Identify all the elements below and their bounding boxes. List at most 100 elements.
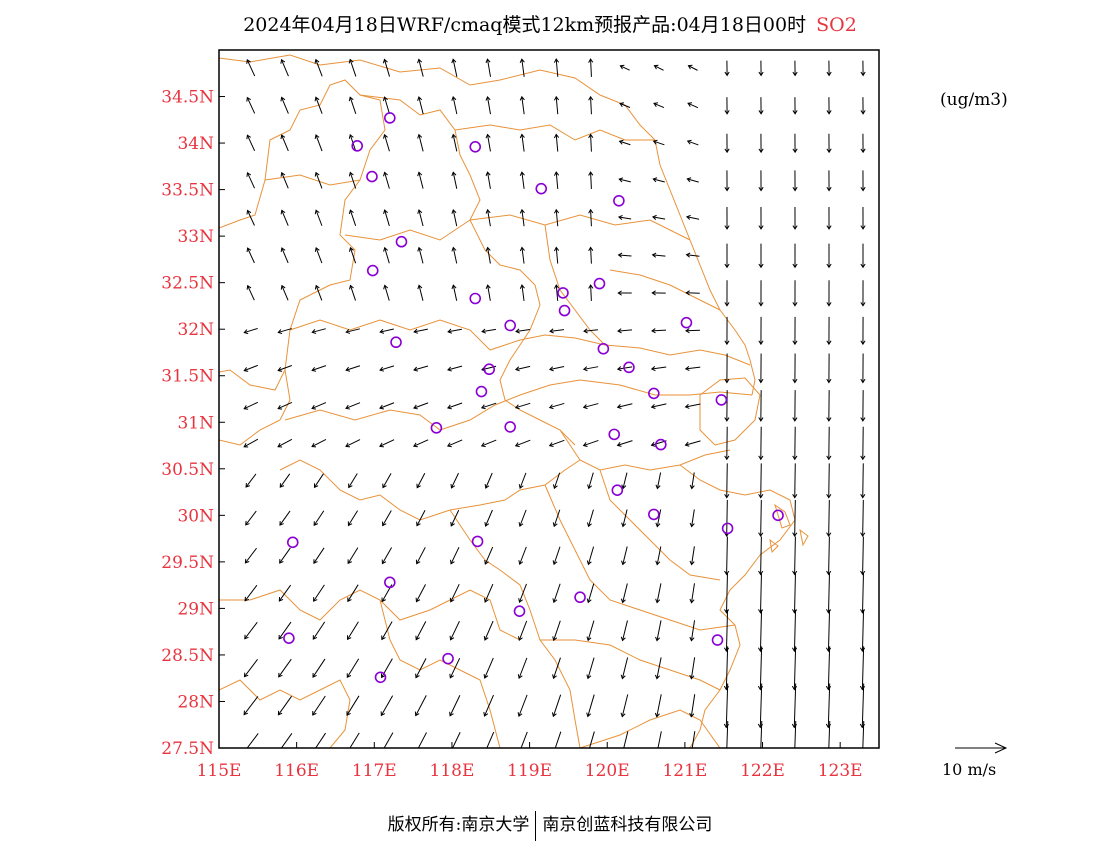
wind-arrow	[826, 353, 832, 384]
wind-arrow	[446, 402, 463, 410]
title-species: SO2	[816, 14, 857, 36]
copyright-left: 版权所有:南京大学	[387, 815, 530, 835]
wind-arrow	[346, 658, 360, 679]
zhejiang-fujian-border	[579, 709, 721, 748]
wind-arrow	[278, 621, 292, 640]
wind-arrow	[617, 290, 632, 296]
wind-arrow	[312, 695, 326, 716]
shandong-border	[219, 54, 656, 141]
wind-arrow	[619, 64, 630, 71]
wind-arrow	[280, 732, 293, 748]
wind-arrow	[826, 60, 832, 77]
wind-arrow	[314, 284, 323, 301]
wind-arrow	[280, 284, 289, 301]
wind-arrow	[277, 438, 293, 448]
wind-arrow	[689, 509, 695, 528]
wind-arrow	[451, 171, 458, 189]
station-marker	[648, 387, 660, 400]
wind-arrow	[518, 509, 527, 527]
wind-arrow	[724, 170, 730, 192]
wind-arrow	[484, 583, 494, 603]
wind-arrow	[617, 214, 632, 221]
wind-arrow	[517, 694, 528, 717]
station-marker	[366, 264, 379, 277]
wind-arrow	[518, 546, 527, 565]
station-marker	[475, 385, 488, 398]
wind-arrow	[651, 290, 666, 296]
station-marker	[535, 182, 548, 195]
wind-arrow	[582, 366, 599, 372]
wind-arrow	[414, 695, 427, 717]
wind-arrow	[724, 463, 730, 499]
wind-arrow	[691, 731, 696, 748]
wind-arrow	[450, 509, 460, 527]
wind-arrow	[616, 366, 633, 372]
wind-arrow	[588, 58, 594, 77]
wind-arrow	[382, 58, 391, 77]
station-marker	[715, 394, 728, 406]
wind-arrow	[483, 694, 494, 717]
wind-arrow	[483, 657, 494, 679]
wind-arrow	[791, 646, 798, 691]
wind-arrow	[553, 171, 560, 189]
wind-arrow	[314, 58, 323, 77]
wind-arrow	[244, 584, 258, 602]
wind-arrow	[245, 510, 257, 526]
wind-arrow	[347, 621, 359, 641]
lat-tick-label: 31N	[177, 413, 214, 433]
lat-tick-label: 34.5N	[161, 88, 214, 108]
wind-arrow	[481, 328, 496, 334]
wind-arrow	[450, 546, 460, 565]
wind-arrow	[313, 584, 325, 602]
wind-arrow	[244, 621, 258, 640]
wind-arrow	[652, 177, 665, 183]
wind-arrow	[758, 170, 764, 192]
station-marker	[286, 536, 299, 549]
wind-arrow	[826, 390, 832, 422]
wind-arrow	[616, 403, 633, 410]
wind-arrow	[758, 207, 764, 230]
wind-arrow	[655, 583, 662, 604]
station-marker	[395, 235, 408, 248]
wind-arrow	[519, 95, 525, 115]
wind-arrow	[484, 509, 493, 527]
wind-arrow	[311, 439, 327, 448]
wind-arrow	[588, 208, 594, 227]
wind-arrow	[758, 97, 764, 115]
wind-arrow	[554, 284, 560, 301]
wind-arrow	[548, 439, 565, 448]
wind-arrow	[485, 58, 492, 77]
wind-arrow	[519, 246, 525, 264]
wind-arrow	[792, 316, 798, 346]
wind-arrow	[383, 171, 390, 189]
wind-arrow	[345, 402, 361, 410]
wind-arrow	[383, 732, 394, 748]
wind-arrow	[860, 463, 866, 499]
wind-arrow	[349, 284, 357, 301]
title-main: 2024年04月18日WRF/cmaq模式12km预报产品:04月18日00时	[243, 14, 807, 36]
wind-arrow	[758, 390, 764, 422]
wind-arrow	[280, 247, 289, 264]
wind-arrow	[345, 328, 360, 334]
jiangsu-coast	[654, 139, 756, 396]
zhejiang-inner-1	[599, 469, 721, 581]
wind-arrow	[859, 609, 866, 653]
wind-arrow	[724, 60, 730, 77]
wind-arrow	[687, 64, 698, 71]
wind-arrow	[792, 207, 798, 230]
wind-arrow	[684, 365, 701, 372]
wind-arrow	[485, 133, 491, 152]
wind-arrow	[485, 246, 491, 264]
wind-arrow	[792, 390, 798, 422]
lat-tick-label: 33N	[177, 227, 214, 247]
wind-arrow	[860, 316, 866, 346]
wind-arrow	[685, 290, 700, 296]
wind-arrow	[483, 620, 494, 641]
wind-arrow	[654, 694, 662, 718]
wind-arrow	[792, 133, 798, 154]
wind-arrow	[379, 328, 394, 334]
station-marker	[374, 671, 387, 684]
wind-arrow	[315, 732, 327, 748]
wind-arrow	[549, 328, 565, 334]
wind-arrow	[792, 499, 798, 537]
